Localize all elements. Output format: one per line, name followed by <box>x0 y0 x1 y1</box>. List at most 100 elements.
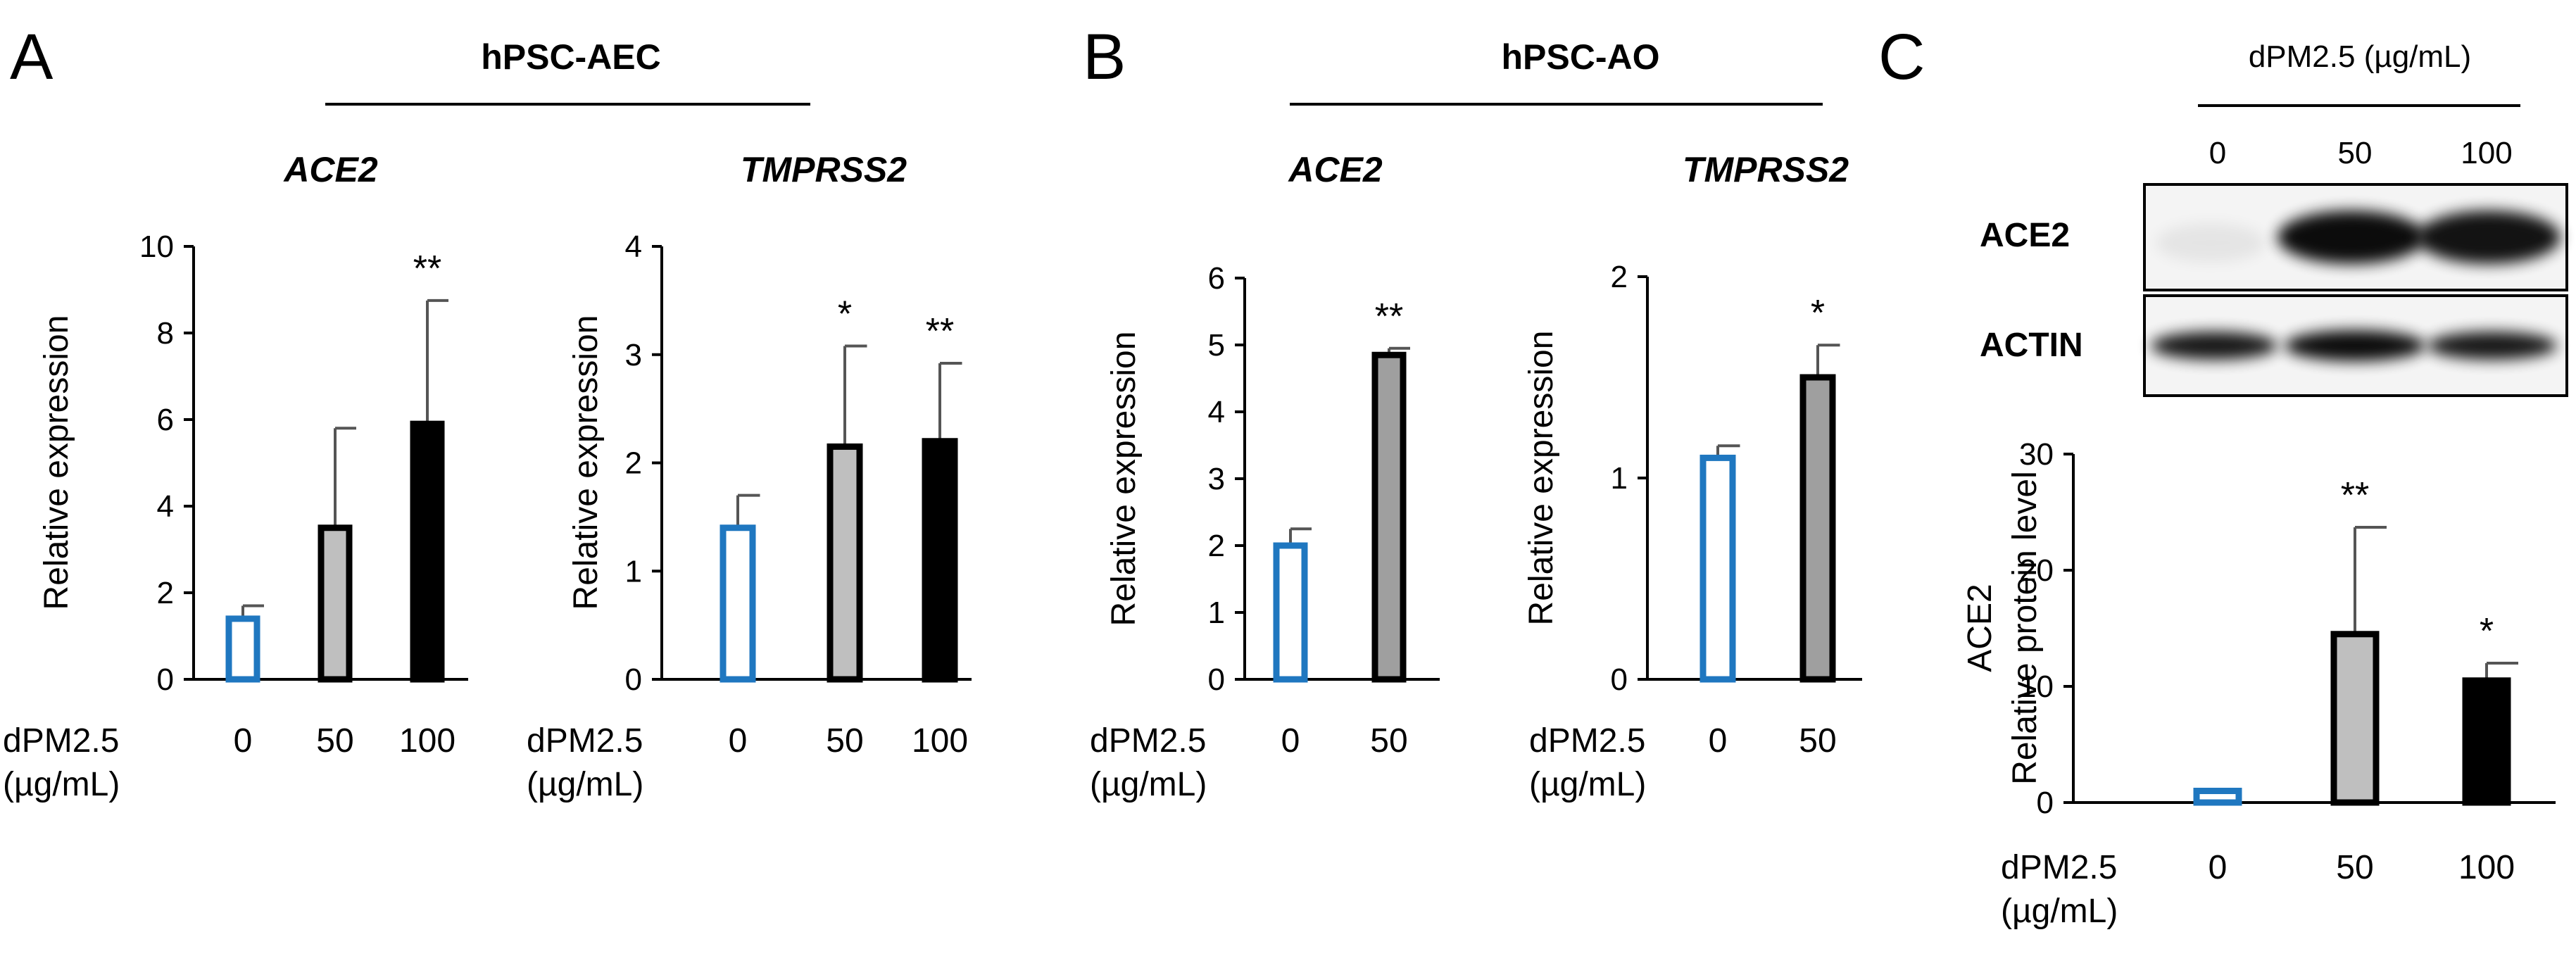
bar-0 <box>1273 542 1308 683</box>
chart-title: ACE2 <box>1287 150 1383 189</box>
y-axis-label: Relative expression <box>1523 331 1560 626</box>
y-axis-label: Relative expression <box>1105 332 1143 627</box>
significance-marker: ** <box>1375 296 1403 337</box>
blot-dose-50: 50 <box>2338 136 2373 170</box>
significance-marker: ** <box>926 311 954 352</box>
blot-header: dPM2.5 (µg/mL) <box>2249 39 2471 74</box>
y-axis-label: Relative expression <box>567 315 605 610</box>
panel-letter-c: C <box>1878 21 1925 93</box>
x-tick-label: 50 <box>316 722 353 760</box>
bar-0 <box>720 524 756 683</box>
band-ace2-dose-100 <box>2417 210 2561 264</box>
chart-b-ace2: ACE2 0 1 2 3 4 5 6 Relative expression dPM2.5 (µg/… <box>1090 150 1440 803</box>
y-tick-label: 2 <box>1611 260 1628 294</box>
blot-dose-0: 0 <box>2209 136 2226 170</box>
x-axis-label-line-1: dPM2.5 <box>3 722 119 760</box>
y-tick-label: 0 <box>625 662 642 697</box>
x-axis-label-line-1: dPM2.5 <box>527 722 643 760</box>
y-tick-label: 6 <box>1208 261 1225 296</box>
y-tick-label: 2 <box>625 446 642 481</box>
significance-marker: ** <box>413 249 441 289</box>
y-tick-label: 1 <box>1611 461 1628 496</box>
y-tick-label: 4 <box>1208 395 1225 429</box>
chart-title: TMPRSS2 <box>741 150 907 189</box>
bar-0 <box>1699 454 1736 683</box>
y-tick-label: 10 <box>2019 669 2054 704</box>
x-tick-label: 0 <box>1709 722 1728 760</box>
blot-label-actin: ACTIN <box>1980 327 2083 364</box>
y-tick-label: 30 <box>2019 437 2054 472</box>
y-tick-label: 1 <box>1208 596 1225 630</box>
y-tick-label: 3 <box>625 338 642 372</box>
band-actin-dose-0 <box>2151 332 2277 360</box>
y-axis-label-line-2: Relative protein level <box>2006 471 2044 785</box>
y-tick-label: 1 <box>625 554 642 589</box>
x-axis-label-line-1: dPM2.5 <box>1529 722 1645 760</box>
chart-b-tmprss2: TMPRSS2 0 1 2 Relative expression dPM2.5 (µg/m… <box>1523 150 1862 803</box>
y-tick-label: 2 <box>157 576 174 610</box>
y-tick-label: 0 <box>1208 662 1225 697</box>
bar-50 <box>1371 351 1407 683</box>
significance-marker: * <box>2480 611 2494 652</box>
x-tick-label: 0 <box>234 722 253 760</box>
panel-letter-a: A <box>10 21 54 93</box>
chart-title: ACE2 <box>282 150 378 189</box>
bar-100 <box>410 420 445 683</box>
y-axis-label-line-1: ACE2 <box>1961 584 1999 672</box>
x-tick-label: 0 <box>1281 722 1300 760</box>
significance-marker: ** <box>2341 475 2369 516</box>
band-ace2-dose-50 <box>2277 210 2425 264</box>
bar-100 <box>922 438 958 683</box>
group-title-aec: hPSC-AEC <box>481 37 661 77</box>
x-axis-label-line-2: (µg/mL) <box>3 766 120 803</box>
bar-50 <box>2330 631 2380 806</box>
band-ace2-dose-0 <box>2156 223 2266 263</box>
x-axis-label-line-1: dPM2.5 <box>2001 849 2117 886</box>
x-axis-label-line-1: dPM2.5 <box>1090 722 1206 760</box>
x-tick-label: 100 <box>912 722 968 760</box>
x-tick-label: 50 <box>2336 849 2373 886</box>
y-tick-label: 20 <box>2019 553 2054 588</box>
bar-50 <box>1799 374 1836 683</box>
x-axis-label-line-2: (µg/mL) <box>1529 766 1646 803</box>
y-tick-label: 2 <box>1208 529 1225 563</box>
panel-letter-b: B <box>1083 21 1126 93</box>
y-tick-label: 10 <box>139 229 174 264</box>
bar-0 <box>2193 788 2242 806</box>
y-tick-label: 0 <box>1611 662 1628 697</box>
x-tick-label: 50 <box>826 722 863 760</box>
y-tick-label: 4 <box>625 229 642 264</box>
y-tick-label: 4 <box>157 489 174 524</box>
x-tick-label: 0 <box>729 722 748 760</box>
chart-a-tmprss2: TMPRSS2 0 1 2 3 4 Relative expression dPM2.5 (µg… <box>527 150 972 803</box>
y-tick-label: 5 <box>1208 328 1225 363</box>
x-tick-label: 100 <box>399 722 455 760</box>
chart-c-protein: 0 10 20 30 ACE2 Relative protein level dPM2.5 (… <box>1961 437 2556 930</box>
bar-50 <box>827 443 863 683</box>
chart-a-ace2: ACE2 0 2 4 6 8 10 Relative expression dPM2.5 (µg/… <box>3 150 468 803</box>
x-tick-label: 50 <box>1370 722 1407 760</box>
group-title-ao: hPSC-AO <box>1502 37 1660 77</box>
y-tick-label: 0 <box>157 662 174 697</box>
bar-50 <box>318 524 353 683</box>
western-blot: dPM2.5 (µg/mL) 0 50 100 ACE2 ACTIN <box>1980 39 2568 397</box>
chart-title: TMPRSS2 <box>1683 150 1849 189</box>
x-axis-label-line-2: (µg/mL) <box>2001 893 2118 930</box>
blot-dose-100: 100 <box>2461 136 2512 170</box>
x-tick-label: 0 <box>2209 849 2228 886</box>
y-axis-label: Relative expression <box>38 315 75 610</box>
y-tick-label: 6 <box>157 403 174 437</box>
x-tick-label: 100 <box>2458 849 2515 886</box>
significance-marker: * <box>1811 293 1825 334</box>
x-tick-label: 50 <box>1799 722 1836 760</box>
y-tick-label: 3 <box>1208 462 1225 496</box>
band-actin-dose-100 <box>2427 332 2557 360</box>
bar-0 <box>225 615 260 683</box>
bar-100 <box>2462 677 2511 806</box>
x-axis-label-line-2: (µg/mL) <box>527 766 643 803</box>
y-tick-label: 0 <box>2037 786 2054 820</box>
significance-marker: * <box>838 294 852 334</box>
y-tick-label: 8 <box>157 316 174 351</box>
blot-label-ace2: ACE2 <box>1980 217 2070 254</box>
